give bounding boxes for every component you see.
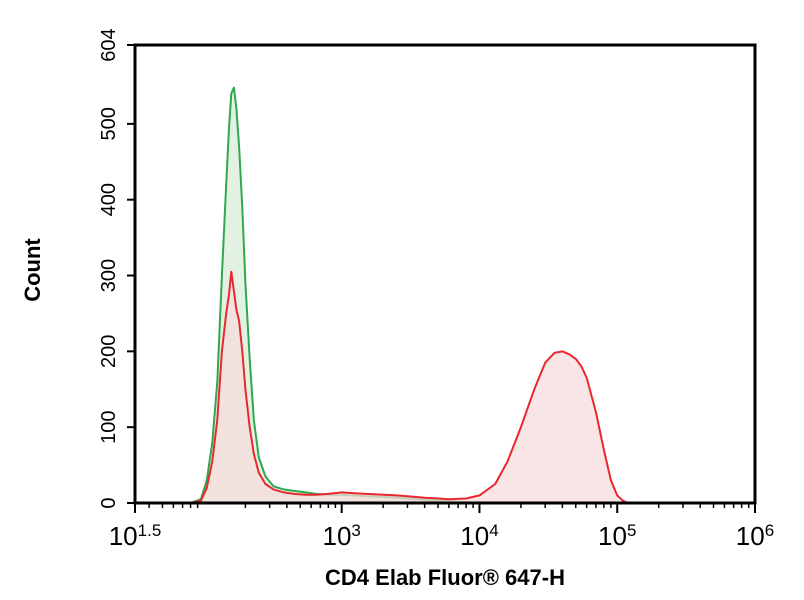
- series-1-area: [190, 271, 629, 503]
- x-tick-label: 104: [460, 521, 498, 551]
- x-tick-label: 105: [598, 521, 636, 551]
- plot-frame: [133, 43, 757, 505]
- y-tick-label: 604: [98, 28, 120, 61]
- series-1-line: [190, 270, 629, 504]
- x-axis-ticks: 101.5 103 104 105 106: [109, 503, 774, 551]
- y-tick-label: 500: [98, 107, 120, 140]
- y-axis-ticks: 0 100 200 300 400 500 604: [98, 28, 135, 509]
- x-tick-label: 106: [736, 521, 774, 551]
- y-tick-label: 200: [98, 335, 120, 368]
- y-tick-label: 100: [98, 410, 120, 443]
- x-tick-label: 101.5: [109, 521, 162, 551]
- y-tick-label: 0: [98, 497, 120, 508]
- x-tick-label: 103: [323, 521, 361, 551]
- y-axis-label: Count: [20, 238, 45, 302]
- y-tick-label: 300: [98, 259, 120, 292]
- series-layer: [190, 86, 629, 504]
- x-axis-label: CD4 Elab Fluor® 647-H: [325, 565, 565, 590]
- y-tick-label: 400: [98, 183, 120, 216]
